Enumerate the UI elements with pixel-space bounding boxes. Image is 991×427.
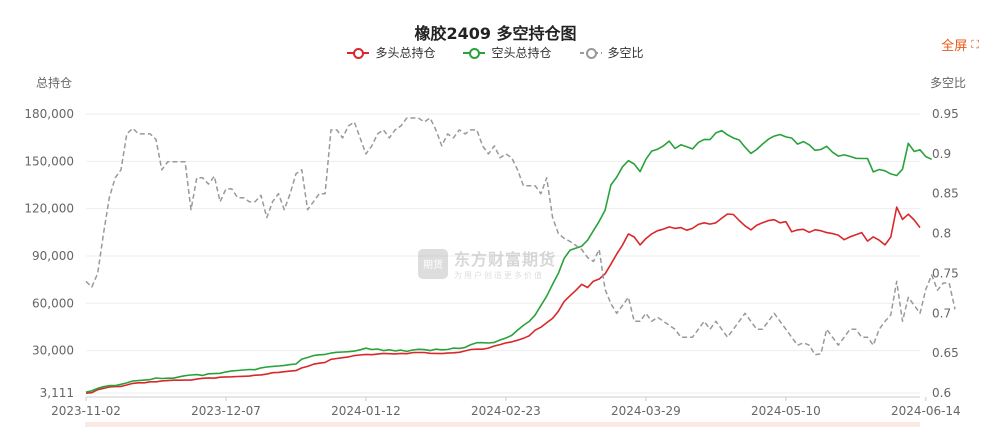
fullscreen-button[interactable]: 全屏 ⛶ [941, 35, 979, 55]
scroll-bar[interactable] [85, 422, 920, 427]
right-tick-label: 0.7 [932, 306, 951, 320]
legend-swatch-short [463, 47, 486, 59]
x-tick-label: 2024-01-12 [331, 404, 401, 418]
left-tick-label: 120,000 [24, 202, 74, 216]
right-axis-title: 多空比 [930, 76, 966, 90]
legend-item-ratio[interactable]: 多空比 [579, 44, 644, 61]
legend-item-long[interactable]: 多头总持仓 [347, 44, 435, 61]
x-tick-label: 2024-06-14 [891, 404, 961, 418]
fullscreen-label: 全屏 [941, 39, 968, 54]
series-line-short [85, 129, 933, 393]
fullscreen-icon: ⛶ [971, 37, 979, 51]
right-tick-label: 0.95 [932, 107, 959, 121]
legend-item-short[interactable]: 空头总持仓 [463, 44, 552, 61]
axis-layer: 3,111 30,000 60,000 90,000 120,000 150,000 180… [24, 107, 960, 418]
left-axis-title: 总持仓 [36, 75, 72, 90]
chart-title: 橡胶2409 多空持仓图 [414, 24, 577, 43]
right-tick-label: 0.9 [932, 147, 951, 161]
legend: 多头总持仓 空头总持仓 多空比 [0, 44, 991, 61]
x-tick-label: 2024-02-23 [471, 404, 541, 418]
left-tick-label: 180,000 [24, 107, 74, 121]
right-tick-label: 0.75 [932, 266, 959, 280]
legend-label-ratio: 多空比 [607, 46, 644, 60]
series-line-long [85, 206, 921, 394]
grid-layer [86, 113, 920, 394]
legend-swatch-long [347, 47, 370, 59]
right-tick-label: 0.85 [932, 187, 959, 201]
x-tick-label: 2023-12-07 [191, 404, 261, 418]
series-layer [85, 117, 956, 394]
right-tick-label: 0.6 [932, 386, 951, 400]
series-line-ratio [85, 117, 956, 356]
left-tick-label: 150,000 [24, 154, 74, 168]
left-tick-label: 90,000 [32, 249, 74, 263]
x-tick-label: 2024-05-10 [751, 404, 821, 418]
legend-swatch-ratio [579, 47, 602, 59]
legend-label-short: 空头总持仓 [491, 46, 552, 60]
x-tick-label: 2024-03-29 [611, 404, 681, 418]
right-tick-label: 0.65 [932, 346, 959, 360]
left-tick-label: 30,000 [32, 344, 74, 358]
right-tick-label: 0.8 [932, 227, 951, 241]
left-tick-label: 60,000 [32, 296, 74, 310]
left-tick-label: 3,111 [40, 386, 74, 400]
x-tick-label: 2023-11-02 [51, 404, 121, 418]
legend-label-long: 多头总持仓 [375, 46, 436, 60]
